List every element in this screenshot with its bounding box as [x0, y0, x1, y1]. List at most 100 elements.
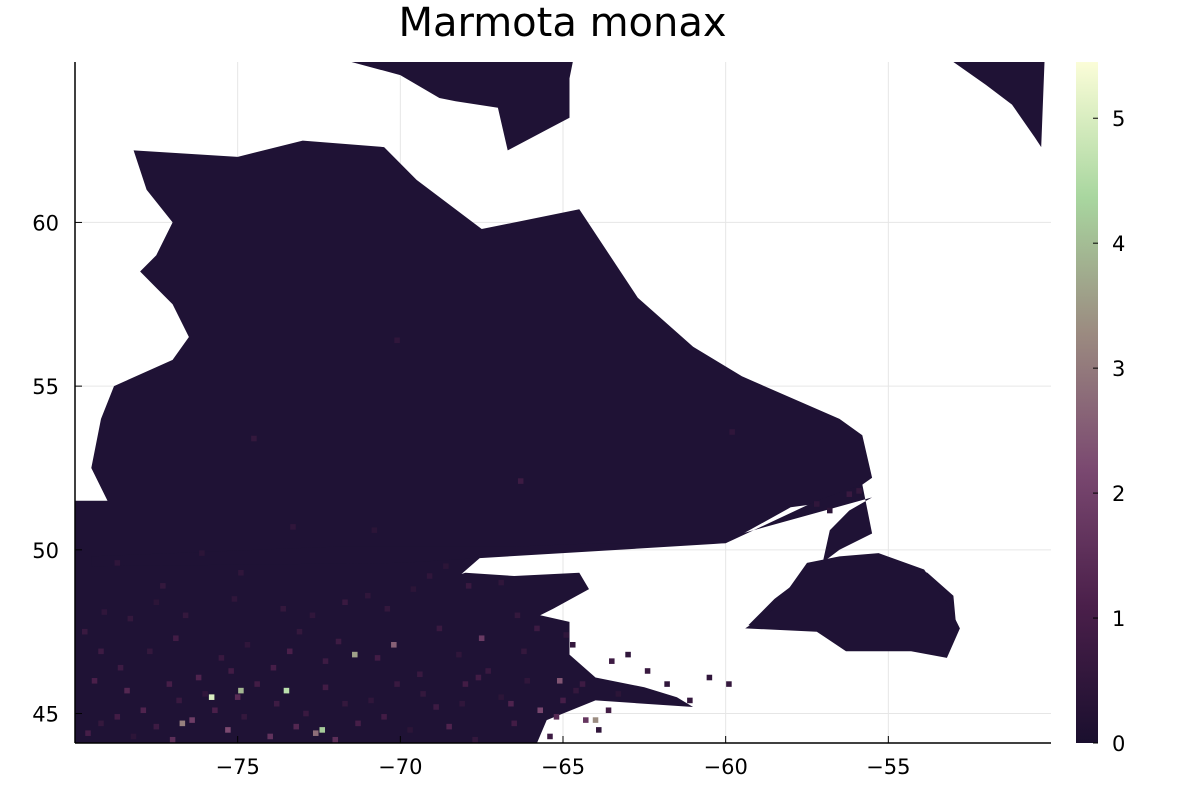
heatmap-cell [687, 697, 693, 704]
heatmap-cell [169, 736, 176, 743]
heatmap-cell [241, 714, 247, 720]
heatmap-cell [827, 507, 833, 514]
heatmap-cell [208, 694, 215, 700]
heatmap-cell [465, 583, 472, 589]
heatmap-cell [644, 668, 651, 674]
heatmap-cell [605, 707, 612, 714]
heatmap-cell [462, 681, 469, 687]
heatmap-cell [312, 730, 319, 736]
heatmap-cell [365, 592, 371, 599]
heatmap-cell [355, 720, 361, 727]
land-region [745, 553, 960, 658]
heatmap-cell [511, 720, 517, 727]
colorbar-tick-label: 5 [1112, 107, 1125, 131]
heatmap-cell [153, 723, 160, 730]
heatmap-cell [114, 560, 121, 566]
heatmap-cell [225, 727, 231, 733]
heatmap-cell [813, 501, 820, 507]
heatmap-cell [270, 664, 277, 671]
heatmap-cell [319, 727, 326, 733]
heatmap-cell [410, 586, 417, 592]
heatmap-cell [293, 723, 299, 730]
heatmap-cell [124, 687, 130, 694]
heatmap-cell [596, 727, 602, 733]
heatmap-cell [179, 720, 186, 727]
heatmap-cell [475, 674, 482, 681]
x-tick-label: −55 [866, 755, 910, 779]
heatmap-cell [534, 625, 540, 632]
heatmap-cell [508, 700, 514, 707]
colorbar: 0 1 2 3 4 5 [1076, 62, 1125, 756]
x-tick-label: −65 [541, 755, 585, 779]
heatmap-cell [195, 674, 202, 681]
heatmap-cell [478, 635, 485, 642]
heatmap-cell [212, 707, 218, 714]
x-tick-label: −60 [704, 755, 748, 779]
heatmap-cell [381, 714, 387, 720]
heatmap-cell [553, 714, 560, 720]
land-region [75, 140, 873, 743]
x-tick-label: −75 [216, 755, 260, 779]
heatmap-cell [521, 648, 527, 655]
heatmap-cell [153, 599, 160, 605]
heatmap-cell [91, 678, 98, 684]
heatmap-cell [166, 681, 173, 687]
colorbar-tick-label: 4 [1112, 232, 1125, 256]
heatmap-cell [114, 714, 121, 720]
heatmap-cell [391, 641, 397, 648]
heatmap-cell [342, 700, 348, 707]
heatmap-cell [273, 700, 280, 707]
heatmap-cell [394, 337, 400, 344]
heatmap-cell [846, 491, 853, 497]
heatmap-cell [560, 697, 566, 704]
x-tick-label: −70 [378, 755, 422, 779]
heatmap-cell [726, 681, 732, 687]
heatmap-cell [335, 638, 342, 645]
colorbar-tick-label: 2 [1112, 482, 1125, 506]
heatmap-cell [368, 697, 374, 704]
heatmap-cell [729, 429, 735, 435]
heatmap-cell [238, 687, 244, 694]
heatmap-cell [267, 733, 273, 740]
heatmap-cell [537, 707, 543, 714]
heatmap-cell [374, 655, 381, 661]
heatmap-cell [433, 704, 439, 710]
heatmap-cell [420, 691, 426, 697]
colorbar-tick-label: 0 [1112, 732, 1125, 756]
heatmap-cell [456, 651, 462, 658]
heatmap-cell [514, 612, 521, 619]
land-region [351, 62, 573, 151]
heatmap-cell [81, 628, 88, 635]
heatmap-cell [296, 628, 303, 635]
heatmap-cell [332, 736, 339, 743]
heatmap-cell [182, 612, 189, 619]
y-tick-label: 50 [32, 539, 59, 563]
heatmap-cell [407, 727, 413, 733]
heatmap-cell [443, 563, 449, 569]
heatmap-cell [556, 678, 563, 684]
heatmap-cell [173, 635, 179, 642]
heatmap-cell [498, 579, 504, 586]
colorbar-bar [1076, 62, 1098, 743]
colorbar-tick-label: 1 [1112, 607, 1125, 631]
heatmap-cell [283, 687, 290, 694]
heatmap-cell [706, 674, 713, 681]
heatmap-cell [664, 681, 670, 687]
heatmap-cell [609, 658, 615, 664]
heatmap-cell [417, 671, 423, 678]
heatmap-cell [322, 658, 329, 664]
heatmap-cell [573, 687, 579, 694]
heatmap-cell [394, 681, 400, 687]
heatmap-cell [98, 720, 104, 727]
heatmap-cell [130, 733, 137, 740]
heatmap-cell [251, 435, 257, 442]
heatmap-cell [140, 707, 147, 714]
heatmap-cell [231, 596, 238, 602]
heatmap-cell [234, 694, 241, 700]
heatmap-cell [446, 723, 452, 730]
heatmap-cell [615, 691, 622, 697]
heatmap-cell [202, 691, 208, 697]
heatmap-cell [309, 612, 316, 619]
heatmap-cell [303, 710, 309, 717]
